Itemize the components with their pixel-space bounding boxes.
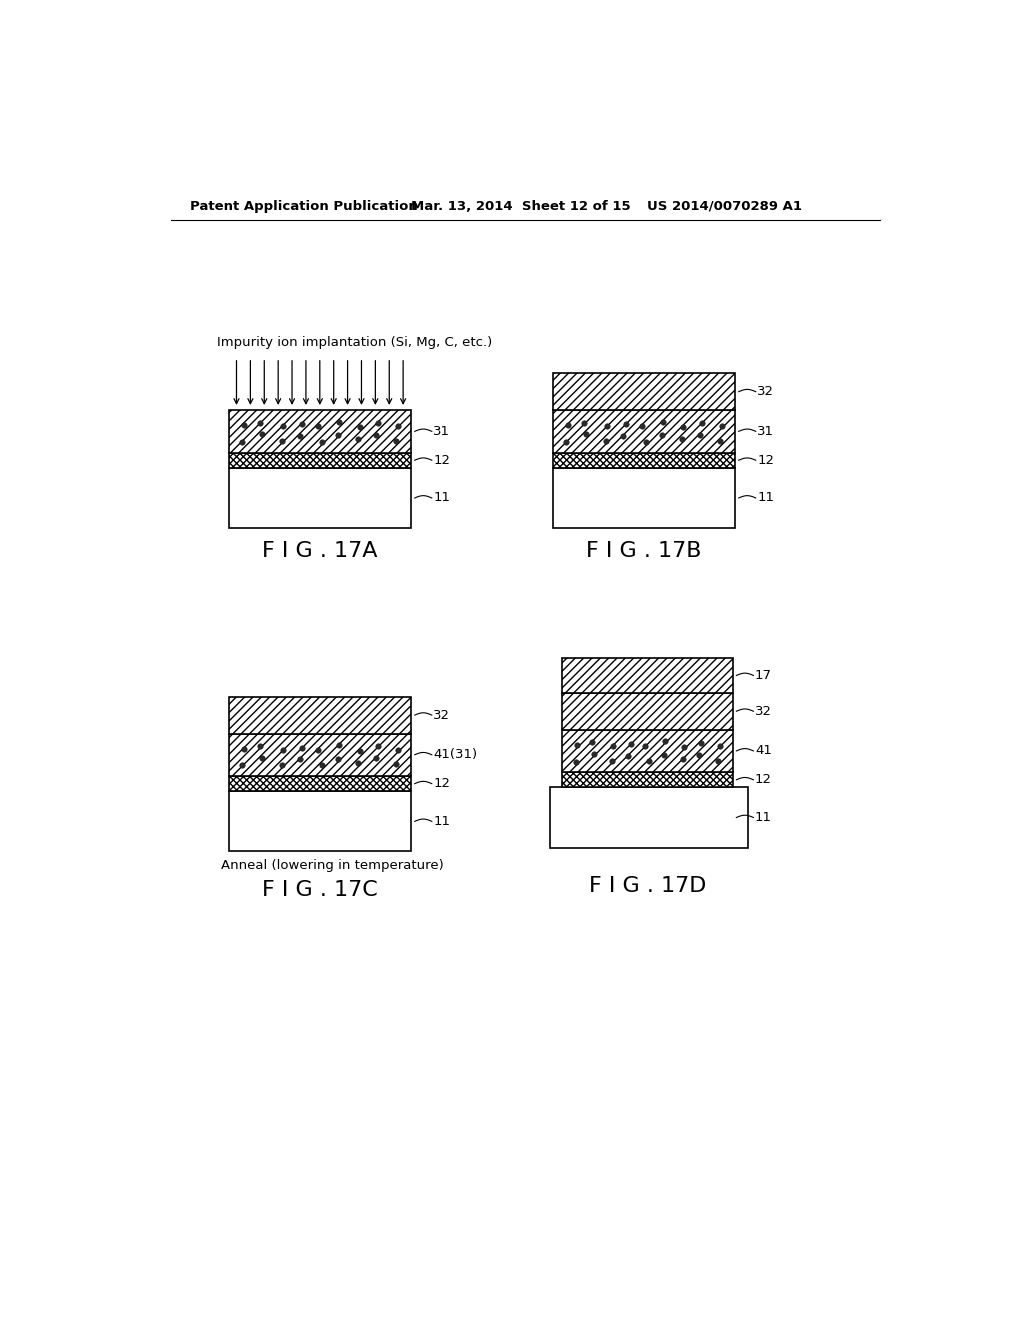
Bar xyxy=(550,788,748,847)
Text: US 2014/0070289 A1: US 2014/0070289 A1 xyxy=(647,199,802,213)
Text: 12: 12 xyxy=(755,774,772,787)
Bar xyxy=(553,411,735,453)
Text: Impurity ion implantation (Si, Mg, C, etc.): Impurity ion implantation (Si, Mg, C, et… xyxy=(217,335,493,348)
Text: 11: 11 xyxy=(755,810,772,824)
Bar xyxy=(228,697,411,734)
Bar xyxy=(228,453,411,469)
Text: 12: 12 xyxy=(758,454,774,467)
Bar xyxy=(228,469,411,528)
Text: 32: 32 xyxy=(758,385,774,399)
Text: Mar. 13, 2014  Sheet 12 of 15: Mar. 13, 2014 Sheet 12 of 15 xyxy=(411,199,631,213)
Bar xyxy=(553,453,735,469)
Text: F I G . 17D: F I G . 17D xyxy=(589,876,706,896)
Text: 12: 12 xyxy=(433,454,451,467)
Text: 41: 41 xyxy=(755,744,772,758)
Bar xyxy=(562,659,732,693)
Text: 32: 32 xyxy=(433,709,451,722)
Text: F I G . 17C: F I G . 17C xyxy=(262,880,378,900)
Text: 17: 17 xyxy=(755,669,772,682)
Text: 41(31): 41(31) xyxy=(433,748,477,762)
Text: 11: 11 xyxy=(433,814,451,828)
Text: 31: 31 xyxy=(758,425,774,438)
Text: 32: 32 xyxy=(755,705,772,718)
Text: 12: 12 xyxy=(433,777,451,791)
Bar xyxy=(228,734,411,776)
Bar xyxy=(562,772,732,788)
Text: Patent Application Publication: Patent Application Publication xyxy=(190,199,418,213)
Text: 31: 31 xyxy=(433,425,451,438)
Bar xyxy=(562,693,732,730)
Bar xyxy=(228,411,411,453)
Text: F I G . 17B: F I G . 17B xyxy=(586,541,701,561)
Text: F I G . 17A: F I G . 17A xyxy=(262,541,378,561)
Bar xyxy=(553,469,735,528)
Bar xyxy=(228,776,411,792)
Text: Anneal (lowering in temperature): Anneal (lowering in temperature) xyxy=(221,859,443,873)
Bar xyxy=(553,374,735,411)
Text: 11: 11 xyxy=(433,491,451,504)
Bar xyxy=(228,792,411,851)
Text: 11: 11 xyxy=(758,491,774,504)
Bar xyxy=(562,730,732,772)
